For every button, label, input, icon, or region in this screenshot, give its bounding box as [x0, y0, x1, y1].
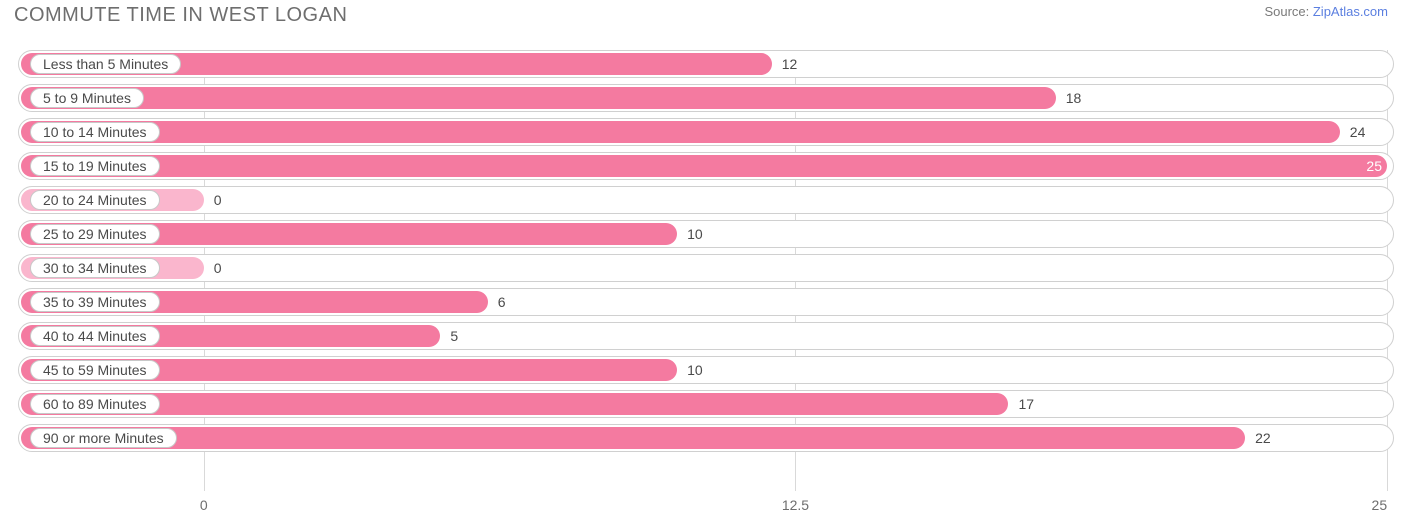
chart-header: COMMUTE TIME IN WEST LOGAN Source: ZipAt… — [0, 0, 1406, 27]
chart-title: COMMUTE TIME IN WEST LOGAN — [14, 4, 347, 27]
value-label: 6 — [498, 288, 506, 316]
value-label: 0 — [214, 254, 222, 282]
value-label: 5 — [450, 322, 458, 350]
source-link[interactable]: ZipAtlas.com — [1313, 4, 1388, 19]
category-label-pill: Less than 5 Minutes — [30, 54, 181, 74]
bar-row: 30 to 34 Minutes 0 — [18, 254, 1394, 282]
value-label: 0 — [214, 186, 222, 214]
category-label-pill: 35 to 39 Minutes — [30, 292, 160, 312]
bar-row: 45 to 59 Minutes 10 — [18, 356, 1394, 384]
x-axis: 0 12.5 25 — [18, 497, 1394, 515]
bar-row: 35 to 39 Minutes 6 — [18, 288, 1394, 316]
bar-row: 10 to 14 Minutes 24 — [18, 118, 1394, 146]
source-prefix: Source: — [1264, 4, 1312, 19]
bar-fill — [21, 155, 1387, 177]
bar-fill — [21, 87, 1056, 109]
category-label-pill: 90 or more Minutes — [30, 428, 177, 448]
bar-track — [18, 254, 1394, 282]
chart-source: Source: ZipAtlas.com — [1264, 4, 1388, 19]
bar-fill — [21, 121, 1340, 143]
bar-row: 5 to 9 Minutes 18 — [18, 84, 1394, 112]
category-label-pill: 15 to 19 Minutes — [30, 156, 160, 176]
chart-area: Less than 5 Minutes 12 5 to 9 Minutes 18 10 … — [18, 50, 1394, 491]
value-label: 24 — [1350, 118, 1366, 146]
value-label: 12 — [782, 50, 798, 78]
value-label: 25 — [1366, 152, 1382, 180]
bar-fill — [21, 427, 1245, 449]
category-label-pill: 5 to 9 Minutes — [30, 88, 144, 108]
bar-row: 25 to 29 Minutes 10 — [18, 220, 1394, 248]
bar-row: 40 to 44 Minutes 5 — [18, 322, 1394, 350]
value-label: 17 — [1018, 390, 1034, 418]
value-label: 10 — [687, 356, 703, 384]
bar-row: 15 to 19 Minutes 25 — [18, 152, 1394, 180]
category-label-pill: 10 to 14 Minutes — [30, 122, 160, 142]
bar-row: 20 to 24 Minutes 0 — [18, 186, 1394, 214]
bar-fill — [21, 393, 1008, 415]
bar-row: Less than 5 Minutes 12 — [18, 50, 1394, 78]
value-label: 18 — [1066, 84, 1082, 112]
x-axis-tick: 25 — [1372, 497, 1388, 513]
value-label: 22 — [1255, 424, 1271, 452]
x-axis-tick: 0 — [200, 497, 208, 513]
category-label-pill: 20 to 24 Minutes — [30, 190, 160, 210]
category-label-pill: 45 to 59 Minutes — [30, 360, 160, 380]
category-label-pill: 60 to 89 Minutes — [30, 394, 160, 414]
category-label-pill: 40 to 44 Minutes — [30, 326, 160, 346]
x-axis-tick: 12.5 — [782, 497, 809, 513]
category-label-pill: 25 to 29 Minutes — [30, 224, 160, 244]
bar-row: 60 to 89 Minutes 17 — [18, 390, 1394, 418]
category-label-pill: 30 to 34 Minutes — [30, 258, 160, 278]
value-label: 10 — [687, 220, 703, 248]
bar-track — [18, 186, 1394, 214]
bar-row: 90 or more Minutes 22 — [18, 424, 1394, 452]
